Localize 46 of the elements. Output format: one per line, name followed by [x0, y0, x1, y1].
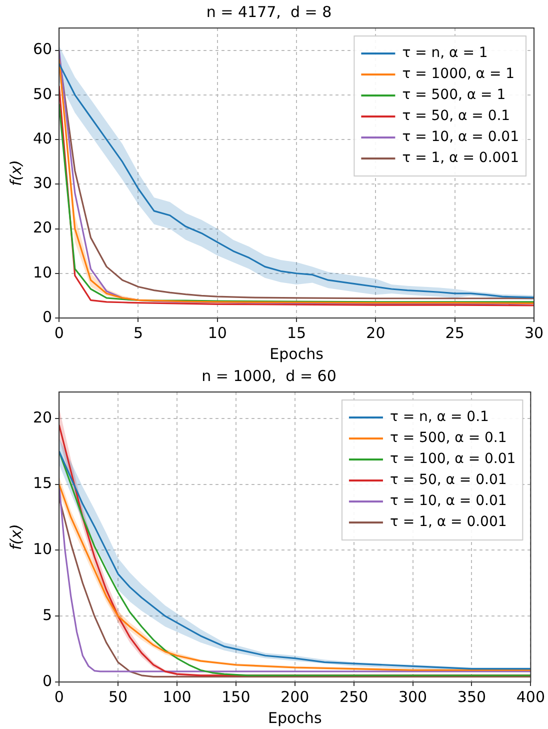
- x-tick-label: 150: [222, 688, 250, 706]
- legend-label: τ = 100, α = 0.01: [390, 451, 516, 468]
- y-tick-label: 10: [32, 263, 52, 282]
- legend-label: τ = 500, α = 1: [402, 87, 506, 104]
- legend-label: τ = 1, α = 0.001: [402, 150, 520, 166]
- x-tick-label: 100: [162, 688, 192, 706]
- x-tick-label: 25: [445, 324, 464, 342]
- x-tick-label: 0: [54, 324, 64, 342]
- x-tick-label: 400: [516, 688, 546, 706]
- x-tick-label: 0: [54, 688, 64, 706]
- y-tick-label: 50: [32, 84, 52, 103]
- x-tick-label: 300: [398, 688, 428, 706]
- chart-title: n = 4177, d = 8: [206, 2, 332, 21]
- y-axis-title: f(x): [6, 160, 25, 186]
- legend-label: τ = n, α = 1: [402, 45, 488, 62]
- y-tick-label: 20: [32, 408, 52, 426]
- chart-title: n = 1000, d = 60: [202, 366, 336, 385]
- legend-label: τ = 50, α = 0.01: [390, 472, 507, 488]
- x-axis-title: Epochs: [270, 344, 324, 363]
- x-tick-label: 10: [208, 324, 227, 342]
- y-tick-label: 0: [42, 672, 52, 690]
- x-tick-label: 5: [133, 324, 144, 342]
- y-tick-label: 20: [32, 218, 52, 237]
- y-tick-label: 15: [32, 474, 52, 492]
- x-tick-label: 15: [286, 324, 306, 342]
- x-tick-label: 30: [524, 324, 544, 342]
- legend-label: τ = 10, α = 0.01: [402, 129, 520, 146]
- x-tick-label: 20: [366, 324, 386, 342]
- legend-label: τ = 1000, α = 1: [402, 66, 515, 82]
- x-tick-label: 350: [457, 688, 486, 706]
- y-axis-title: f(x): [6, 524, 25, 550]
- y-tick-label: 10: [32, 540, 52, 558]
- x-tick-label: 250: [340, 688, 368, 706]
- x-tick-label: 50: [108, 688, 128, 706]
- y-tick-label: 40: [32, 129, 52, 148]
- y-tick-label: 0: [42, 308, 52, 326]
- legend-label: τ = 50, α = 0.1: [402, 108, 510, 124]
- y-tick-label: 30: [32, 174, 52, 192]
- legend-label: τ = n, α = 0.1: [390, 409, 489, 426]
- legend-label: τ = 500, α = 0.1: [390, 430, 507, 446]
- legend-label: τ = 10, α = 0.01: [390, 493, 507, 510]
- x-axis-title: Epochs: [268, 708, 322, 727]
- x-tick-label: 200: [280, 688, 310, 706]
- y-tick-label: 5: [42, 606, 52, 624]
- legend-label: τ = 1, α = 0.001: [390, 514, 507, 530]
- y-tick-label: 60: [32, 40, 52, 58]
